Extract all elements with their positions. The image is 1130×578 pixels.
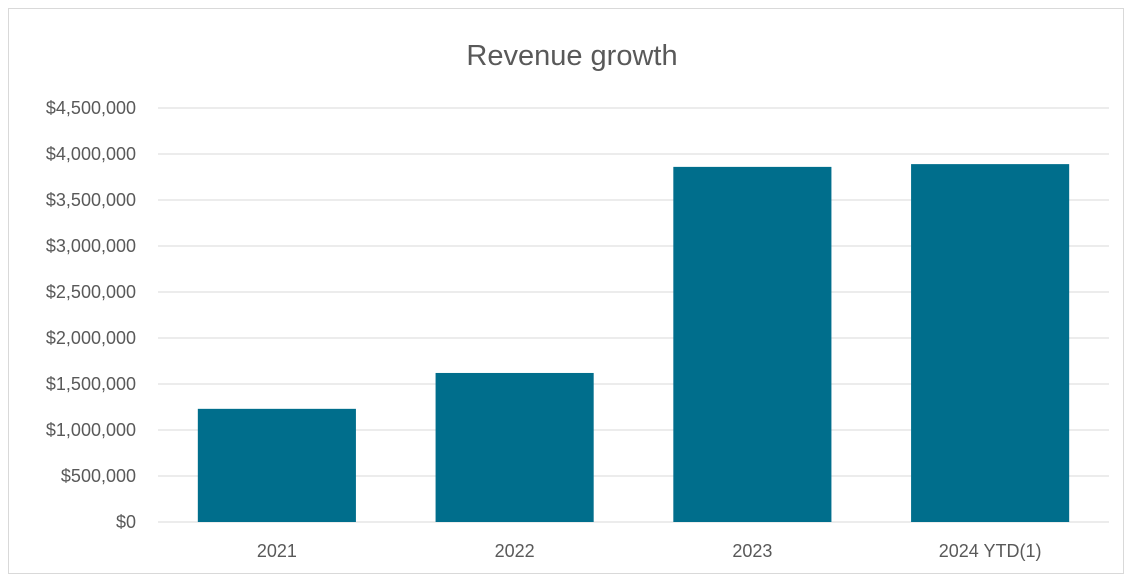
x-tick-label: 2022 [495,541,535,561]
y-tick-label: $1,500,000 [46,374,136,394]
y-tick-label: $3,000,000 [46,236,136,256]
y-tick-label: $2,500,000 [46,282,136,302]
bar-2023 [673,166,832,522]
y-tick-label: $4,500,000 [46,98,136,118]
bars [197,164,1070,522]
bar-2021 [197,408,356,522]
bar-2024-ytd-1 [911,164,1070,522]
y-tick-label: $0 [116,512,136,532]
x-tick-label: 2023 [732,541,772,561]
bar-2022 [435,372,594,522]
chart-title: Revenue growth [466,40,677,72]
y-tick-label: $3,500,000 [46,190,136,210]
x-axis-tick-labels: 2021 2022 2023 2024 YTD(1) [257,541,1042,561]
y-tick-label: $1,000,000 [46,420,136,440]
x-tick-label: 2021 [257,541,297,561]
y-tick-label: $4,000,000 [46,144,136,164]
x-tick-label: 2024 YTD(1) [939,541,1042,561]
y-tick-label: $2,000,000 [46,328,136,348]
y-tick-label: $500,000 [61,466,136,486]
y-axis-tick-labels: $0 $500,000 $1,000,000 $1,500,000 $2,000,000… [46,98,136,532]
